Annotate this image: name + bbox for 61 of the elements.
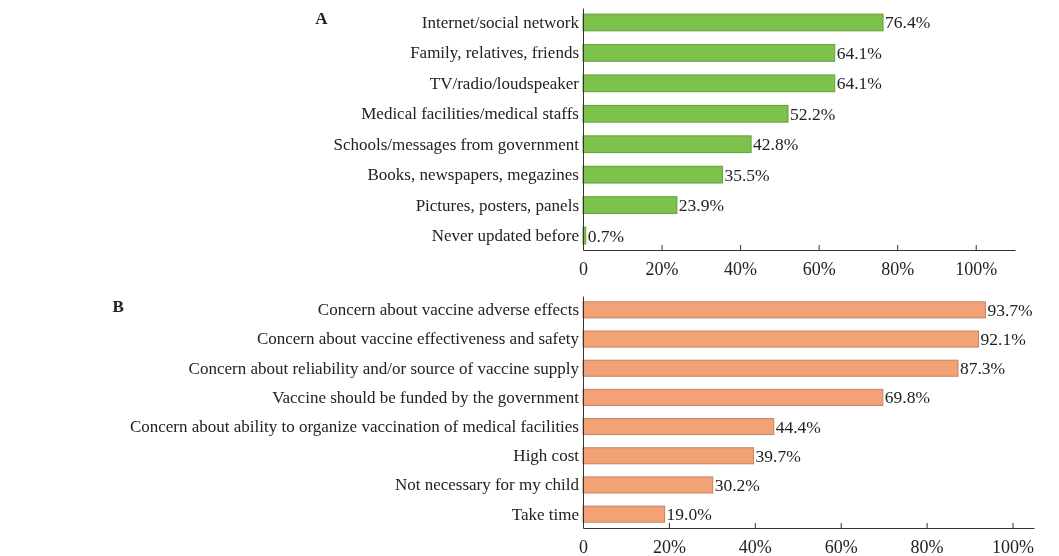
y-tick-label: Concern about reliability and/or source of vaccine supply: [188, 358, 580, 378]
y-tick-label: Vaccine should be funded by the government: [272, 387, 580, 407]
data-label: 87.3%: [959, 358, 1006, 379]
bar: [582, 359, 959, 377]
x-tick-label: 0: [579, 258, 588, 279]
x-tick-label: 80%: [910, 536, 944, 556]
y-tick-label: TV/radio/loudspeaker: [429, 73, 580, 93]
y-tick-label: Family, relatives, friends: [410, 43, 579, 63]
x-tick-label: 80%: [881, 258, 915, 279]
x-tick-label: 60%: [802, 258, 836, 279]
bar: [582, 301, 986, 319]
bar: [582, 196, 678, 214]
bar: [582, 330, 980, 348]
data-label: 64.1%: [836, 73, 882, 94]
data-label: 69.8%: [884, 387, 931, 408]
bar: [582, 165, 723, 184]
data-label: 35.5%: [724, 164, 770, 185]
y-tick-label: Pictures, posters, panels: [415, 195, 579, 215]
y-tick-label: Concern about vaccine effectiveness and safety: [256, 329, 580, 349]
data-label: 23.9%: [678, 195, 725, 216]
text: A: [315, 9, 329, 28]
bar: [582, 388, 884, 406]
data-label: 93.7%: [987, 299, 1033, 320]
data-label: 42.8%: [753, 134, 799, 155]
bar: [582, 104, 789, 123]
bar: [582, 418, 775, 436]
bar: [582, 13, 884, 32]
data-label: 19.0%: [666, 504, 712, 525]
x-tick-label: 20%: [652, 536, 686, 556]
y-tick-label: Concern about vaccine adverse effects: [317, 300, 579, 320]
y-tick-label: Take time: [511, 504, 579, 524]
y-tick-label: Never updated before: [431, 225, 579, 245]
bar: [582, 74, 836, 93]
data-label: 44.4%: [775, 416, 821, 437]
data-label: 30.2%: [714, 474, 760, 495]
y-tick-label: High cost: [513, 446, 580, 466]
y-tick-label: Books, newspapers, megazines: [367, 165, 579, 185]
data-label: 76.4%: [885, 12, 931, 33]
bar: [582, 44, 836, 62]
bar: [582, 135, 752, 154]
data-label: 0.7%: [587, 225, 625, 246]
bar: [582, 447, 755, 465]
text: B: [112, 297, 124, 316]
x-tick-label: 100%: [955, 258, 998, 279]
y-tick-label: Not necessary for my child: [394, 475, 580, 495]
x-tick-label: 100%: [992, 536, 1035, 556]
y-tick-label: Internet/social network: [421, 12, 580, 32]
bar: [582, 505, 666, 523]
data-label: 52.2%: [790, 103, 836, 124]
data-label: 64.1%: [836, 42, 882, 63]
y-tick-label: Medical facilities/medical staffs: [361, 104, 579, 124]
x-tick-label: 60%: [824, 536, 858, 556]
x-tick-label: 0: [579, 536, 588, 556]
x-tick-label: 20%: [645, 258, 679, 279]
data-label: 92.1%: [980, 329, 1026, 350]
bar: [582, 476, 714, 494]
data-label: 39.7%: [755, 445, 801, 466]
y-tick-label: Concern about ability to organize vaccination of medical facilities: [129, 417, 579, 437]
x-tick-label: 40%: [738, 536, 772, 556]
x-tick-label: 40%: [724, 258, 758, 279]
y-tick-label: Schools/messages from government: [333, 134, 580, 154]
